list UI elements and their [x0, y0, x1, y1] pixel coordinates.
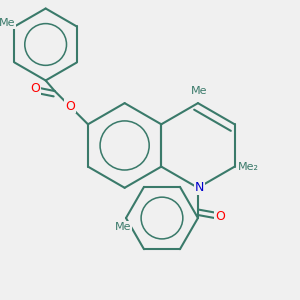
- Text: Me: Me: [191, 86, 208, 96]
- Text: N: N: [195, 181, 204, 194]
- Text: Me: Me: [0, 19, 15, 28]
- Text: Me₂: Me₂: [238, 162, 259, 172]
- Text: Me: Me: [115, 222, 131, 232]
- Text: O: O: [65, 100, 75, 113]
- Text: O: O: [30, 82, 40, 94]
- Text: O: O: [215, 210, 225, 223]
